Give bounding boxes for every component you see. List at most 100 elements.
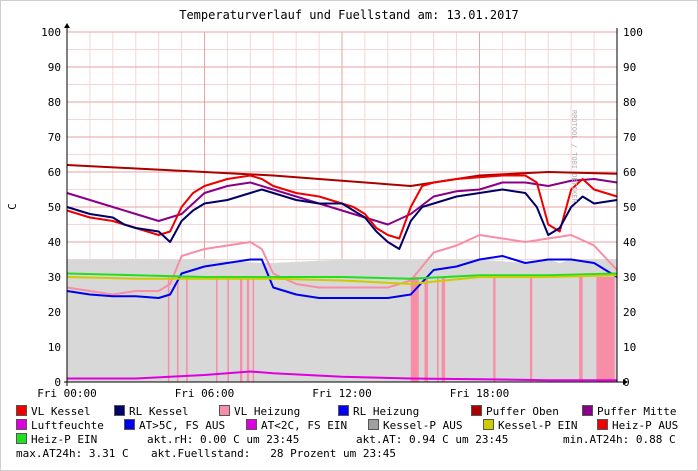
stat-at: akt.AT: 0.94 C um 23:45 bbox=[356, 433, 509, 446]
legend-swatch bbox=[16, 419, 27, 430]
series-line-rl-kessel bbox=[66, 188, 618, 250]
series-bar-heiz-p-aus bbox=[240, 277, 243, 382]
x-tick-label: Fri 18:00 bbox=[450, 387, 510, 400]
y-tick-label: 10 bbox=[48, 341, 61, 354]
y-tick-label: 0 bbox=[54, 376, 61, 389]
series-bar-heiz-p-aus bbox=[167, 277, 170, 382]
legend-swatch bbox=[597, 419, 608, 430]
legend-label: RL Kessel bbox=[129, 405, 189, 418]
series-line-rl-heizung bbox=[66, 255, 618, 299]
series-bar-heiz-p-aus bbox=[252, 277, 255, 382]
legend-swatch bbox=[114, 405, 125, 416]
series-line-vl-kessel bbox=[66, 174, 618, 240]
y-tick-label-right: 10 bbox=[623, 341, 636, 354]
stat-rh: akt.rH: 0.00 C um 23:45 bbox=[147, 433, 300, 446]
legend-label: AT>5C, FS AUS bbox=[139, 419, 226, 432]
y-tick-label-right: 0 bbox=[623, 376, 630, 389]
legend-label: Kessel-P AUS bbox=[383, 419, 463, 432]
legend-swatch bbox=[582, 405, 593, 416]
legend-swatch bbox=[483, 419, 494, 430]
y-tick-label: 30 bbox=[48, 271, 61, 284]
y-tick-label-right: 70 bbox=[623, 131, 636, 144]
legend-item: Puffer Mitte bbox=[582, 405, 676, 418]
legend-item: Heiz-P EIN bbox=[16, 433, 97, 446]
series-bar-heiz-p-aus bbox=[437, 277, 439, 382]
legend-label: Heiz-P AUS bbox=[612, 419, 679, 432]
legend-item: Luftfeuchte bbox=[16, 419, 104, 432]
series-bar-heiz-p-aus bbox=[246, 277, 250, 382]
chart-title: Temperaturverlauf und Fuellstand am: 13.… bbox=[179, 8, 519, 22]
stat-max: max.AT24h: 3.31 C bbox=[16, 447, 129, 460]
y-tick-label-right: 40 bbox=[623, 236, 636, 249]
legend-label: Luftfeuchte bbox=[31, 419, 104, 432]
series-area-kessel-p-aus bbox=[67, 259, 617, 382]
y-axis-arrow bbox=[64, 23, 70, 28]
series-bar-heiz-p-aus bbox=[215, 277, 218, 382]
x-tick-label: Fri 12:00 bbox=[312, 387, 372, 400]
series-bar-heiz-p-aus bbox=[529, 277, 533, 382]
legend-label: RL Heizung bbox=[353, 405, 420, 418]
series-bar-heiz-p-aus bbox=[424, 277, 428, 382]
series-bar-heiz-p-aus bbox=[410, 277, 419, 382]
y-tick-label: 80 bbox=[48, 96, 61, 109]
y-tick-label: 100 bbox=[41, 26, 61, 39]
legend-item: VL Heizung bbox=[219, 405, 300, 418]
y-tick-label-right: 50 bbox=[623, 201, 636, 214]
y-tick-label-right: 30 bbox=[623, 271, 636, 284]
series-line-kessel-p-ein bbox=[66, 274, 618, 285]
legend-item: Kessel-P EIN bbox=[483, 419, 577, 432]
x-tick-label: Fri 00:00 bbox=[37, 387, 97, 400]
y-tick-label: 90 bbox=[48, 61, 61, 74]
series-bar-heiz-p-aus bbox=[493, 277, 496, 382]
legend-label: VL Kessel bbox=[31, 405, 91, 418]
series-line-vl-heizung bbox=[66, 234, 618, 296]
y-tick-label: 60 bbox=[48, 166, 61, 179]
legend-swatch bbox=[219, 405, 230, 416]
legend-label: Puffer Mitte bbox=[597, 405, 677, 418]
legend-swatch bbox=[368, 419, 379, 430]
y-tick-label-right: 90 bbox=[623, 61, 636, 74]
series-bar-heiz-p-aus bbox=[177, 277, 179, 382]
series-bar-heiz-p-aus bbox=[186, 277, 188, 382]
legend-item: Heiz-P AUS bbox=[597, 419, 678, 432]
series-line-puffer-mitte bbox=[66, 178, 618, 226]
series-line-luftfeuchte bbox=[67, 370, 617, 382]
stat-fuellstand: akt.Fuellstand: 28 Prozent um 23:45 bbox=[151, 447, 397, 460]
series-bar-heiz-p-aus bbox=[596, 277, 615, 382]
y-tick-label-right: 80 bbox=[623, 96, 636, 109]
legend-item: AT>5C, FS AUS bbox=[124, 419, 225, 432]
series-line-puffer-oben bbox=[66, 164, 618, 187]
y-tick-label-right: 100 bbox=[623, 26, 643, 39]
legend-item: AT<2C, FS EIN bbox=[246, 419, 347, 432]
legend-label: AT<2C, FS EIN bbox=[261, 419, 348, 432]
watermark: RRDTOOL / TOBI OETIKER bbox=[570, 110, 578, 203]
legend-item: RL Kessel bbox=[114, 405, 189, 418]
x-tick-label: Fri 06:00 bbox=[175, 387, 235, 400]
legend-swatch bbox=[124, 419, 135, 430]
y-axis-label: C bbox=[5, 203, 19, 210]
x-axis-arrow bbox=[623, 379, 628, 385]
legend-label: Kessel-P EIN bbox=[498, 419, 578, 432]
legend-swatch bbox=[338, 405, 349, 416]
legend-item: Puffer Oben bbox=[471, 405, 559, 418]
y-tick-label: 50 bbox=[48, 201, 61, 214]
series-bar-heiz-p-aus bbox=[441, 277, 446, 382]
y-tick-label: 70 bbox=[48, 131, 61, 144]
legend-swatch bbox=[471, 405, 482, 416]
legend-label: VL Heizung bbox=[234, 405, 301, 418]
legend-swatch bbox=[16, 405, 27, 416]
legend-item: RL Heizung bbox=[338, 405, 419, 418]
legend-label: Puffer Oben bbox=[486, 405, 559, 418]
legend-label: Heiz-P EIN bbox=[31, 433, 98, 446]
series-bar-heiz-p-aus bbox=[579, 277, 583, 382]
legend-swatch bbox=[246, 419, 257, 430]
legend-item: VL Kessel bbox=[16, 405, 91, 418]
legend-item: Kessel-P AUS bbox=[368, 419, 462, 432]
legend-swatch bbox=[16, 433, 27, 444]
y-tick-label-right: 60 bbox=[623, 166, 636, 179]
y-tick-label: 20 bbox=[48, 306, 61, 319]
series-bar-heiz-p-aus bbox=[227, 277, 229, 382]
y-tick-label: 40 bbox=[48, 236, 61, 249]
y-tick-label-right: 20 bbox=[623, 306, 636, 319]
